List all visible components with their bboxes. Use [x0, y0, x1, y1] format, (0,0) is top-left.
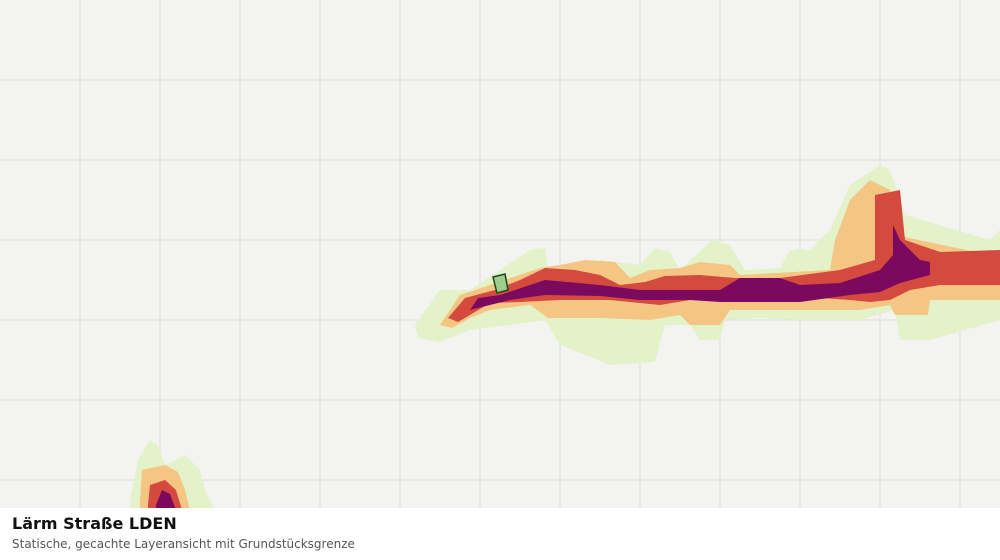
layer-subtitle: Statische, gecachte Layeransicht mit Gru…: [12, 537, 355, 551]
layer-title: Lärm Straße LDEN: [12, 514, 177, 533]
noise-zone-very-high: [156, 490, 176, 510]
caption-panel: [0, 508, 1000, 560]
parcel-boundary: [492, 273, 509, 294]
noise-zone-very-high: [470, 225, 930, 310]
noise-layer: [130, 165, 1000, 510]
